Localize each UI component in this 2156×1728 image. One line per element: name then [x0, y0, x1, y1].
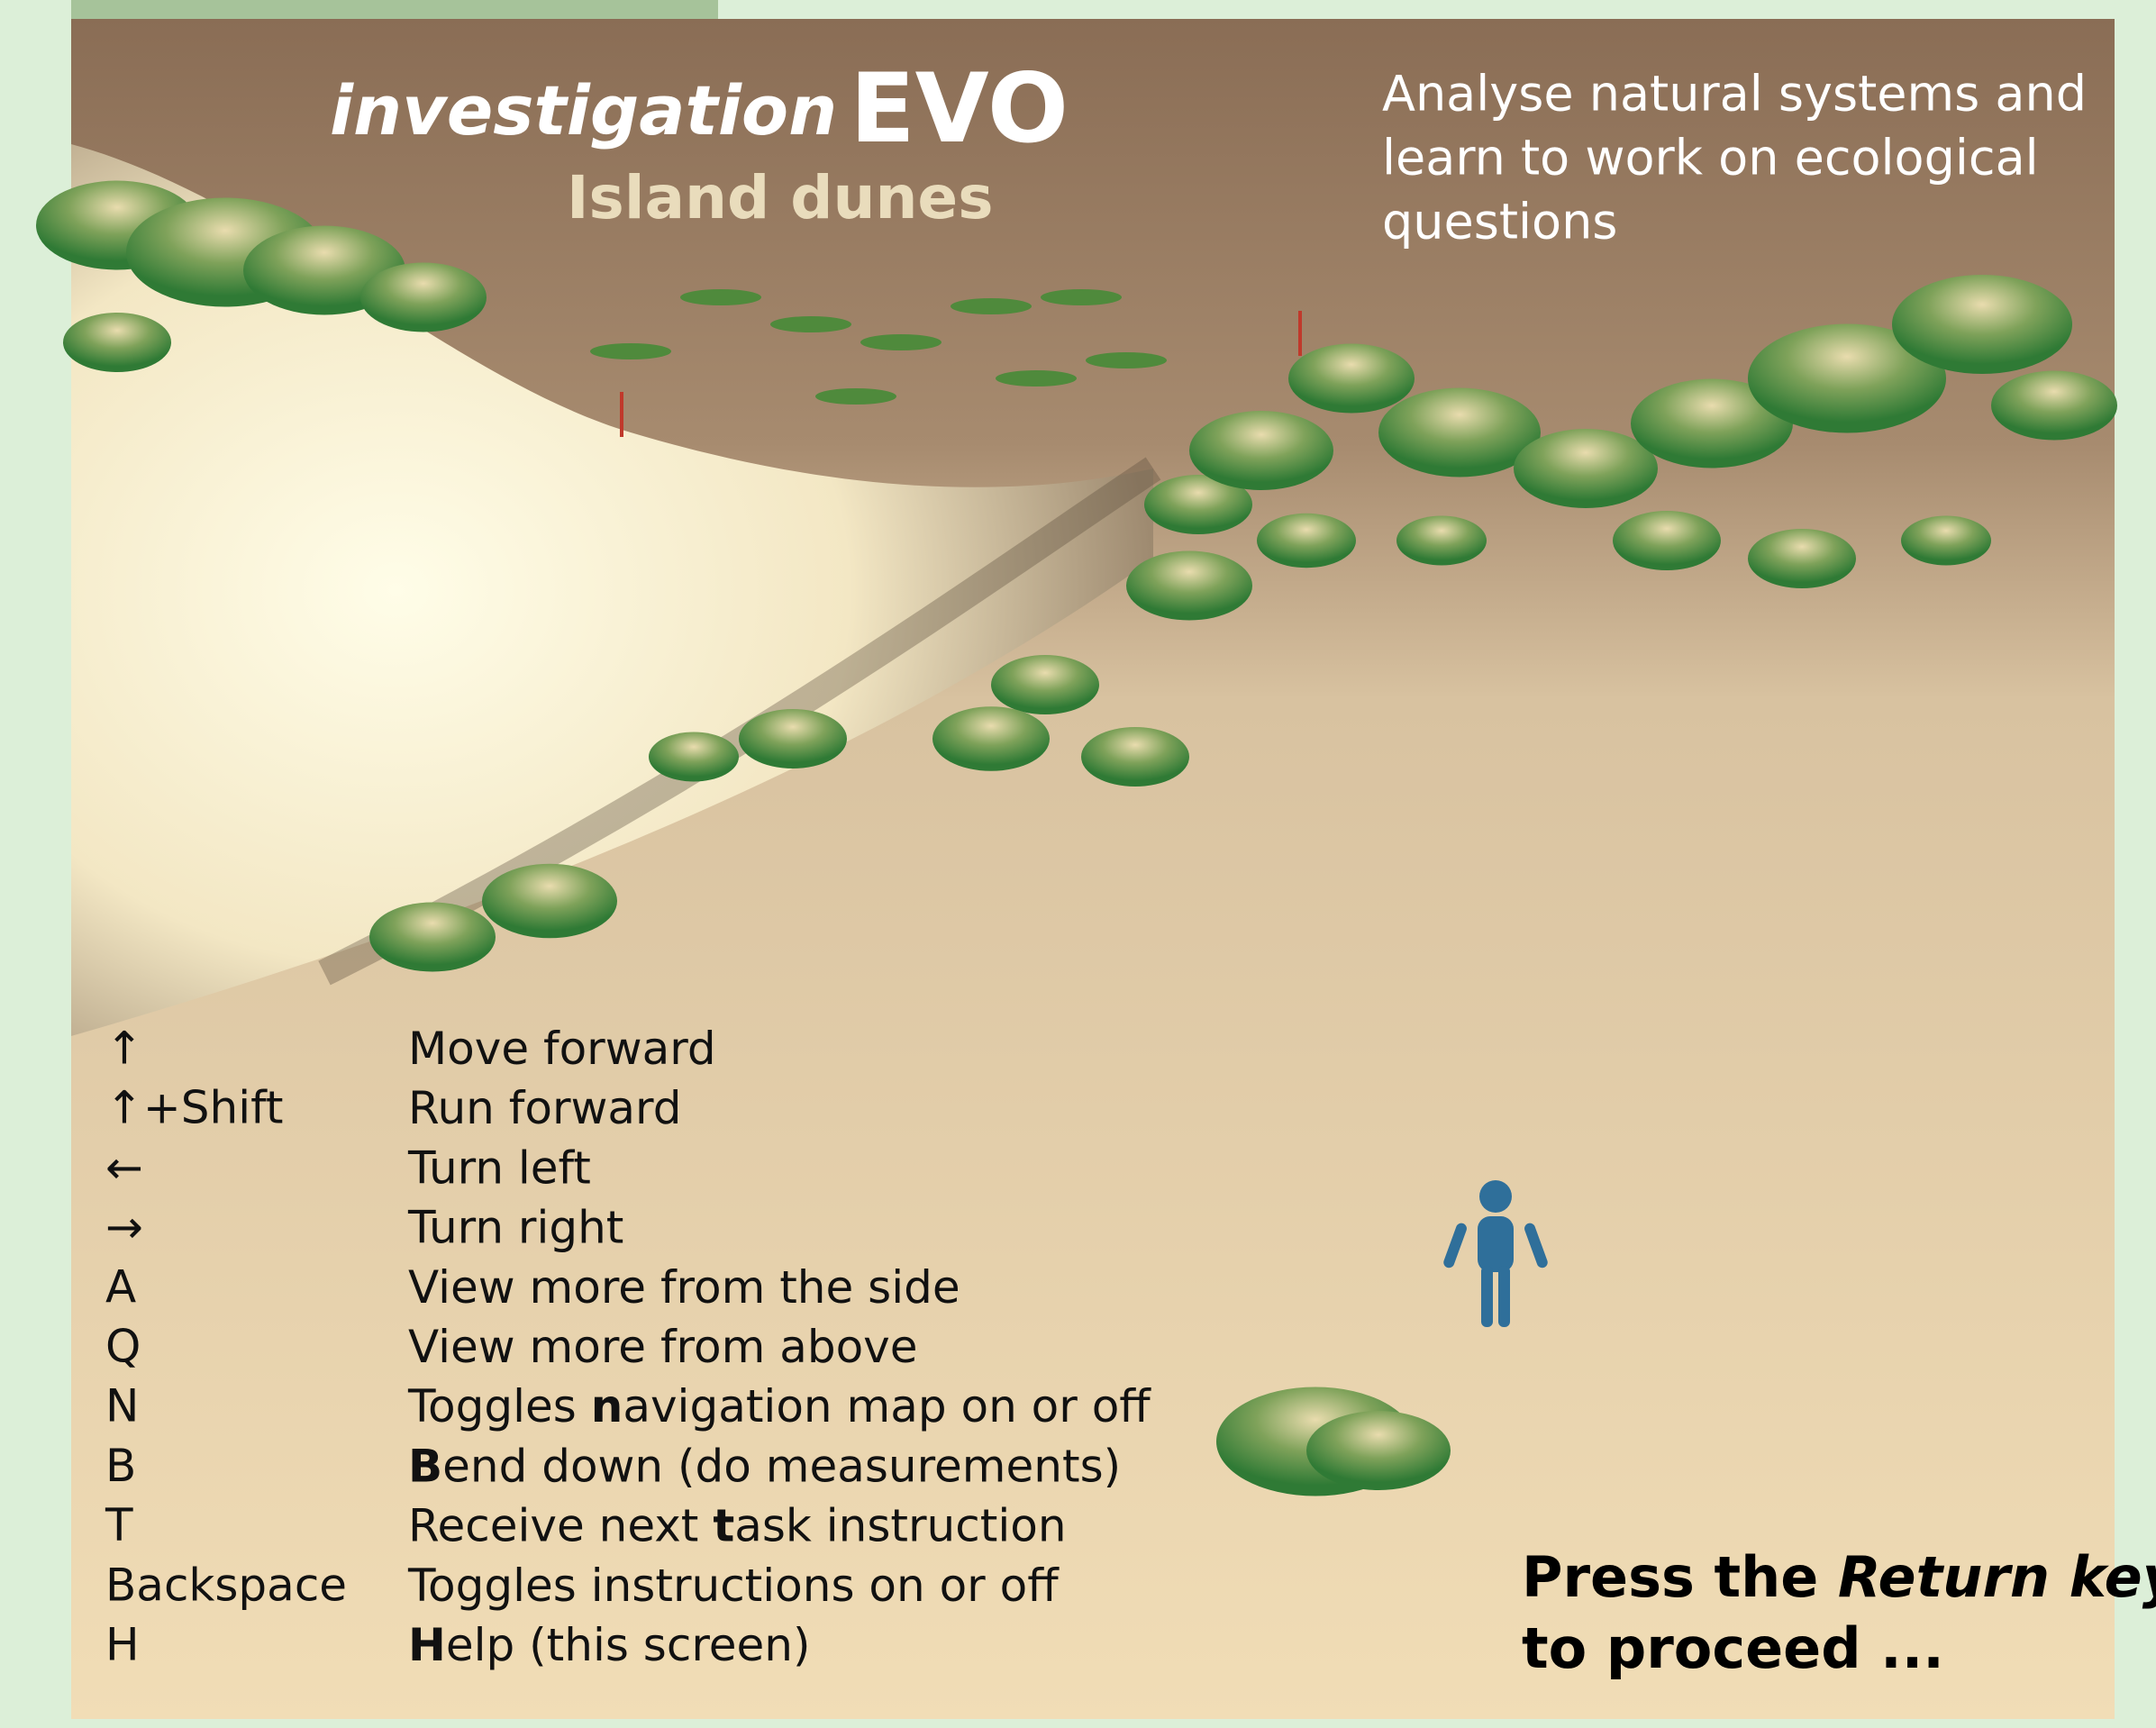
action-part: elp (this screen)	[446, 1619, 811, 1671]
tagline-line: Analyse natural systems and	[1382, 66, 2087, 123]
grass-clump	[1892, 275, 2072, 374]
grass-patch	[860, 334, 942, 350]
action-part: Run forward	[408, 1082, 681, 1134]
prompt-key: Return key	[1838, 1544, 2156, 1610]
action-part: n	[591, 1380, 623, 1432]
action-part: Toggles	[407, 1380, 591, 1432]
grass-patch	[996, 370, 1077, 387]
grass-clump	[1613, 511, 1721, 570]
screen: investigationEVO Island dunes Analyse na…	[0, 0, 2156, 1728]
grass-clump	[360, 263, 487, 332]
grass-clump	[932, 706, 1050, 771]
grass-patch	[951, 298, 1032, 314]
action-part: avigation map on or off	[623, 1380, 1151, 1432]
grass-clump	[482, 864, 617, 939]
tagline-line: learn to work on ecological	[1382, 130, 2039, 186]
tab	[71, 0, 718, 20]
control-action: Bend down (do measurements)	[408, 1440, 1121, 1492]
grass-clump	[369, 903, 496, 972]
control-action: View more from the side	[408, 1260, 960, 1313]
grass-patch	[590, 343, 671, 359]
grass-patch	[680, 289, 761, 305]
control-key: ↑+Shift	[105, 1082, 283, 1134]
title-part: investigation	[330, 70, 837, 150]
grass-clump	[739, 709, 847, 769]
action-part: View more from above	[408, 1321, 918, 1373]
control-key: ←	[105, 1141, 143, 1194]
control-action: Move forward	[408, 1023, 716, 1075]
control-key: B	[105, 1440, 136, 1492]
control-action: Receive next task instruction	[408, 1499, 1067, 1551]
action-part: Receive next	[408, 1499, 713, 1551]
grass-clump	[1288, 344, 1415, 414]
action-part: View more from the side	[408, 1260, 960, 1313]
grass-clump	[1081, 727, 1189, 787]
control-key: →	[105, 1201, 143, 1253]
control-key: Q	[105, 1321, 141, 1373]
prompt: Press the Return key	[1522, 1544, 2156, 1610]
grass-patch	[1041, 289, 1122, 305]
action-part: Turn left	[407, 1141, 591, 1194]
action-part: ask instruction	[734, 1499, 1066, 1551]
control-action: Turn right	[407, 1201, 623, 1253]
grass-clump	[649, 732, 739, 782]
grass-clump	[1514, 429, 1658, 508]
subtitle: Island dunes	[567, 163, 993, 232]
action-part: Toggles instructions on or off	[407, 1559, 1060, 1611]
control-action: Toggles instructions on or off	[407, 1559, 1060, 1611]
control-key: A	[105, 1260, 136, 1313]
control-key: H	[105, 1619, 140, 1671]
action-part: t	[713, 1499, 734, 1551]
control-action: Turn left	[407, 1141, 591, 1194]
control-key: N	[105, 1380, 139, 1432]
grass-clump	[1991, 371, 2117, 441]
control-action: Toggles navigation map on or off	[407, 1380, 1151, 1432]
control-action: Run forward	[408, 1082, 681, 1134]
grass-clump	[1748, 529, 1856, 588]
grass-clump	[1257, 514, 1356, 568]
action-part: Turn right	[407, 1201, 623, 1253]
grass-clump	[1189, 411, 1333, 490]
grass-clump	[1901, 516, 1991, 566]
action-part: H	[408, 1619, 446, 1671]
grass-clump	[991, 655, 1099, 714]
page: investigationEVO Island dunes Analyse na…	[0, 0, 2156, 1728]
control-key: Backspace	[105, 1559, 347, 1611]
grass-patch	[815, 388, 896, 405]
prompt: to proceed ...	[1522, 1615, 1944, 1681]
title-part: EVO	[850, 53, 1069, 164]
grass-clump	[63, 313, 171, 372]
grass-clump	[1126, 551, 1252, 621]
grass-patch	[770, 316, 851, 332]
control-action: Help (this screen)	[408, 1619, 811, 1671]
action-part: end down (do measurements)	[442, 1440, 1121, 1492]
control-action: View more from above	[408, 1321, 918, 1373]
grass-clump	[1306, 1411, 1451, 1490]
tagline-line: questions	[1382, 194, 1617, 250]
prompt-text: Press the	[1522, 1544, 1838, 1610]
action-part: Move forward	[408, 1023, 716, 1075]
grass-clump	[1396, 516, 1487, 566]
control-key: ↑	[105, 1023, 143, 1075]
action-part: B	[408, 1440, 442, 1492]
control-key: T	[105, 1499, 133, 1551]
grass-patch	[1086, 352, 1167, 368]
